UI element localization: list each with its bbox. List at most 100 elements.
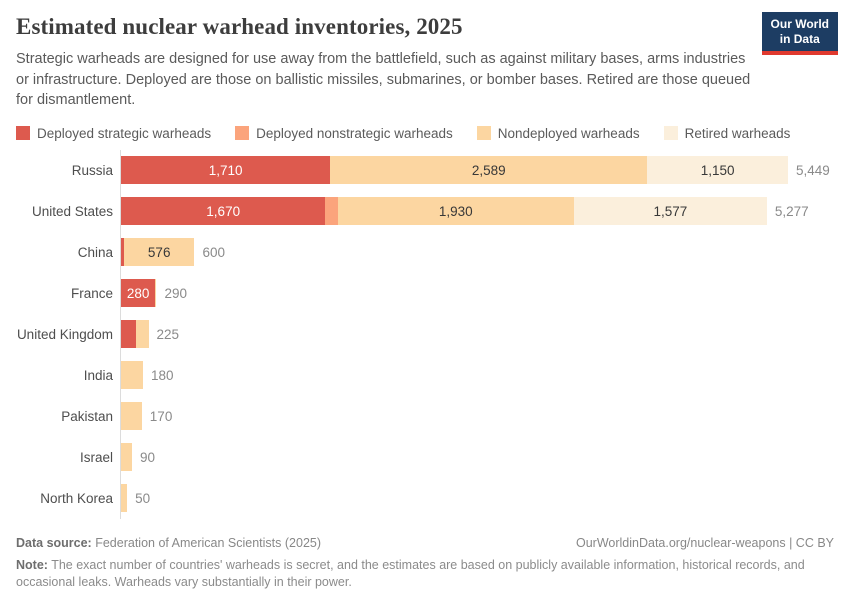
legend-label: Deployed nonstrategic warheads [256,125,453,141]
bar-track: 1,710 2,589 1,150 5,449 [120,149,850,191]
bar-segment [325,197,338,226]
country-label: France [70,285,113,301]
bar-segment: 1,577 [573,197,767,226]
chart-footer: Data source: Federation of American Scie… [0,536,850,593]
segment-value-label: 576 [147,244,171,260]
legend: Deployed strategic warheads Deployed nons… [0,126,850,141]
total-value-label: 170 [149,408,173,424]
bar-row: India 180 [16,354,850,396]
bar-row: Pakistan 170 [16,395,850,437]
stacked-bar: 576 [121,238,195,267]
chart-header: Estimated nuclear warhead inventories, 2… [0,0,850,111]
bar-track: 170 [120,395,850,437]
bar-segment: 1,150 [647,156,788,185]
bar-row: Russia 1,710 2,589 1,150 5,449 [16,149,850,191]
country-label: United Kingdom [16,326,113,342]
bar-row: Israel 90 [16,436,850,478]
segment-value-label: 280 [126,285,150,301]
bar-segment [121,402,142,431]
segment-value-label: 1,150 [700,162,735,178]
bar-row: United Kingdom 225 [16,313,850,355]
data-source: Data source: Federation of American Scie… [16,536,321,550]
legend-swatch-icon [476,126,491,141]
bar-track: 576 600 [120,231,850,273]
country-label: United States [31,203,113,219]
total-value-label: 290 [164,285,188,301]
legend-label: Retired warheads [684,125,791,141]
data-source-text: Federation of American Scientists (2025) [91,535,322,550]
legend-label: Deployed strategic warheads [37,125,212,141]
bar-segment: 576 [123,238,195,267]
bar-track: 1,670 1,930 1,577 5,277 [120,190,850,232]
stacked-bar: 1,710 2,589 1,150 [121,156,788,185]
segment-value-label: 2,589 [471,162,506,178]
bar-segment [135,320,149,349]
stacked-bar: 280 [121,279,157,308]
total-value-label: 50 [135,490,151,506]
bar-row: North Korea 50 [16,477,850,519]
bar-segment [155,279,157,308]
source-link[interactable]: OurWorldinData.org/nuclear-weapons | CC … [576,535,834,550]
segment-value-label: 1,930 [438,203,473,219]
bar-row: China 576 600 [16,231,850,273]
country-label: China [77,244,113,260]
total-value-label: 180 [151,367,174,383]
stacked-bar [121,443,133,472]
legend-item: Retired warheads [663,125,791,141]
country-label: India [83,367,113,383]
owid-logo: Our World in Data [761,12,838,55]
stacked-bar [121,402,142,431]
chart-title: Estimated nuclear warhead inventories, 2… [16,14,463,39]
owid-logo-line1: Our World [770,17,829,31]
bar-segment [121,238,124,267]
segment-value-label: 1,670 [206,203,241,219]
legend-item: Nondeployed warheads [476,125,640,141]
stacked-bar [121,320,149,349]
chart-note: Note: The exact number of countries' war… [16,557,826,593]
bar-segment [121,320,136,349]
legend-label: Nondeployed warheads [497,125,640,141]
legend-swatch-icon [663,126,678,141]
stacked-bar [121,361,144,390]
total-value-label: 600 [202,244,225,260]
bar-segment: 280 [121,279,156,308]
note-text: The exact number of countries' warheads … [16,557,805,590]
bar-track: 280 290 [120,272,850,314]
total-value-label: 90 [140,449,156,465]
bar-track: 225 [120,313,850,355]
chart-subtitle: Strategic warheads are designed for use … [16,51,751,109]
bar-segment: 1,930 [337,197,574,226]
stacked-bar [121,484,128,513]
bar-track: 50 [120,477,850,519]
bar-row: France 280 290 [16,272,850,314]
note-label: Note: [16,557,48,572]
stacked-bar: 1,670 1,930 1,577 [121,197,767,226]
total-value-label: 225 [156,326,180,342]
legend-swatch-icon [16,126,30,141]
bar-segment: 1,710 [121,156,331,185]
owid-logo-line2: in Data [779,32,820,46]
legend-item: Deployed strategic warheads [16,126,211,141]
country-label: North Korea [40,490,113,506]
source-row: Data source: Federation of American Scie… [16,536,834,550]
bar-segment: 2,589 [330,156,648,185]
bar-segment [121,443,133,472]
country-label: Pakistan [61,408,113,424]
country-label: Russia [71,162,113,178]
total-value-label: 5,277 [774,203,809,219]
bar-row: United States 1,670 1,930 1,577 5,277 [16,190,850,232]
bar-track: 90 [120,436,850,478]
data-source-label: Data source: [16,535,92,550]
bar-track: 180 [120,354,850,396]
stacked-bar-chart: Russia 1,710 2,589 1,150 5,449 United States 1… [0,149,850,519]
bar-segment: 1,670 [121,197,326,226]
bar-segment [121,361,144,390]
country-label: Israel [79,449,113,465]
legend-swatch-icon [235,126,250,141]
segment-value-label: 1,577 [653,203,688,219]
total-value-label: 5,449 [795,162,830,178]
bar-segment [121,484,128,513]
legend-item: Deployed nonstrategic warheads [235,126,453,141]
segment-value-label: 1,710 [208,162,243,178]
